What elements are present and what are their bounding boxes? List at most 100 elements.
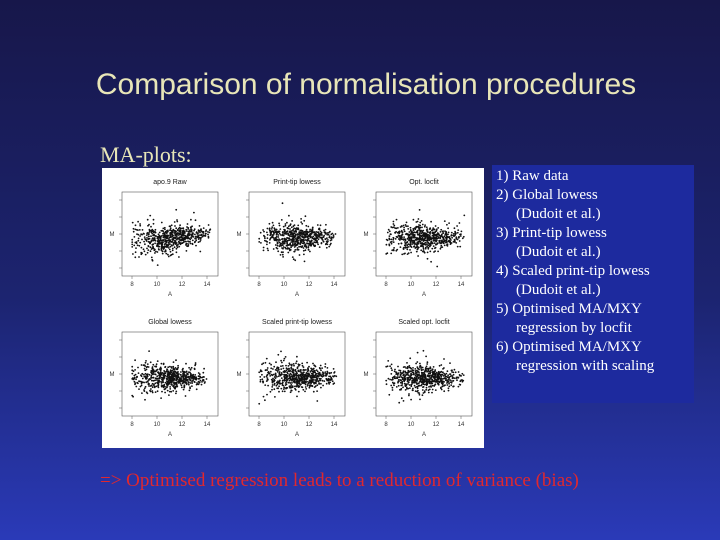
- scatter-point: [425, 365, 428, 368]
- scatter-point: [415, 237, 417, 239]
- scatter-point: [161, 252, 164, 255]
- scatter-point: [395, 218, 398, 221]
- scatter-point: [283, 375, 286, 378]
- scatter-point: [321, 367, 323, 369]
- scatter-point: [268, 372, 270, 375]
- x-tick-label: 8: [130, 282, 134, 288]
- scatter-point: [427, 242, 430, 244]
- scatter-point: [158, 240, 161, 243]
- scatter-point: [402, 379, 405, 381]
- scatter-point: [431, 234, 434, 237]
- scatter-point: [204, 234, 207, 237]
- scatter-point: [319, 379, 321, 382]
- scatter-point: [321, 234, 323, 236]
- scatter-point: [418, 209, 421, 211]
- scatter-point: [317, 238, 320, 241]
- scatter-point: [188, 389, 191, 392]
- scatter-point: [440, 244, 443, 247]
- scatter-point: [265, 240, 268, 243]
- scatter-point: [163, 247, 165, 249]
- slide-title: Comparison of normalisation procedures: [95, 68, 637, 101]
- scatter-point: [146, 237, 148, 239]
- scatter-point: [307, 375, 309, 378]
- scatter-point: [322, 236, 325, 238]
- scatter-point: [297, 390, 300, 393]
- scatter-point: [318, 371, 321, 374]
- method-legend: 1) Raw data 2) Global lowess (Dudoit et …: [492, 165, 694, 403]
- scatter-point: [289, 223, 292, 225]
- scatter-point: [300, 221, 303, 223]
- scatter-point: [273, 232, 275, 235]
- scatter-point: [135, 378, 137, 381]
- scatter-point: [171, 369, 173, 372]
- scatter-point: [407, 383, 409, 385]
- scatter-point: [400, 397, 403, 400]
- scatter-point: [427, 244, 430, 247]
- scatter-point: [406, 367, 409, 370]
- scatter-point: [450, 234, 453, 237]
- scatter-point: [194, 219, 197, 222]
- scatter-point: [307, 373, 310, 376]
- scatter-point: [452, 233, 455, 235]
- scatter-point: [190, 366, 193, 369]
- scatter-point: [195, 238, 197, 240]
- scatter-point: [298, 385, 301, 388]
- scatter-point: [171, 235, 174, 238]
- scatter-point: [417, 247, 419, 250]
- scatter-point: [145, 234, 148, 236]
- scatter-point: [387, 360, 390, 362]
- scatter-point: [446, 245, 449, 247]
- scatter-point: [290, 232, 293, 235]
- scatter-point: [432, 239, 435, 242]
- scatter-point: [164, 236, 166, 239]
- scatter-point: [385, 383, 388, 386]
- scatter-point: [312, 243, 314, 245]
- scatter-point: [400, 379, 402, 382]
- scatter-point: [184, 395, 187, 397]
- scatter-point: [269, 375, 272, 377]
- scatter-point: [270, 236, 272, 239]
- scatter-point: [164, 245, 167, 248]
- scatter-point: [207, 233, 209, 236]
- scatter-point: [141, 238, 143, 241]
- scatter-point: [440, 388, 443, 391]
- scatter-point: [146, 218, 149, 221]
- scatter-point: [157, 372, 160, 375]
- scatter-point: [317, 380, 320, 383]
- scatter-point: [303, 219, 306, 222]
- scatter-point: [396, 236, 399, 238]
- scatter-point: [168, 381, 171, 384]
- scatter-point: [431, 232, 434, 235]
- scatter-point: [437, 235, 439, 238]
- scatter-point: [295, 362, 297, 365]
- scatter-point: [390, 242, 393, 245]
- scatter-point: [166, 375, 168, 378]
- scatter-point: [423, 373, 426, 375]
- y-axis-label: M: [110, 232, 115, 238]
- x-tick-label: 14: [331, 282, 338, 288]
- scatter-point: [311, 375, 314, 378]
- scatter-point: [326, 233, 329, 236]
- scatter-point: [323, 229, 325, 232]
- scatter-point: [202, 231, 204, 234]
- scatter-point: [279, 254, 282, 256]
- scatter-point: [437, 372, 440, 374]
- scatter-point: [320, 242, 323, 245]
- scatter-point: [419, 377, 422, 380]
- scatter-point: [414, 380, 417, 382]
- scatter-point: [282, 388, 285, 390]
- scatter-point: [416, 380, 418, 382]
- scatter-point: [304, 249, 307, 252]
- scatter-point: [452, 234, 455, 237]
- scatter-point: [146, 365, 149, 368]
- scatter-point: [266, 373, 269, 376]
- scatter-point: [157, 248, 160, 250]
- scatter-point: [450, 231, 453, 234]
- scatter-point: [303, 371, 305, 374]
- scatter-point: [418, 240, 420, 243]
- scatter-point: [451, 374, 453, 377]
- scatter-point: [138, 388, 140, 390]
- scatter-point: [134, 251, 137, 254]
- scatter-point: [421, 389, 424, 391]
